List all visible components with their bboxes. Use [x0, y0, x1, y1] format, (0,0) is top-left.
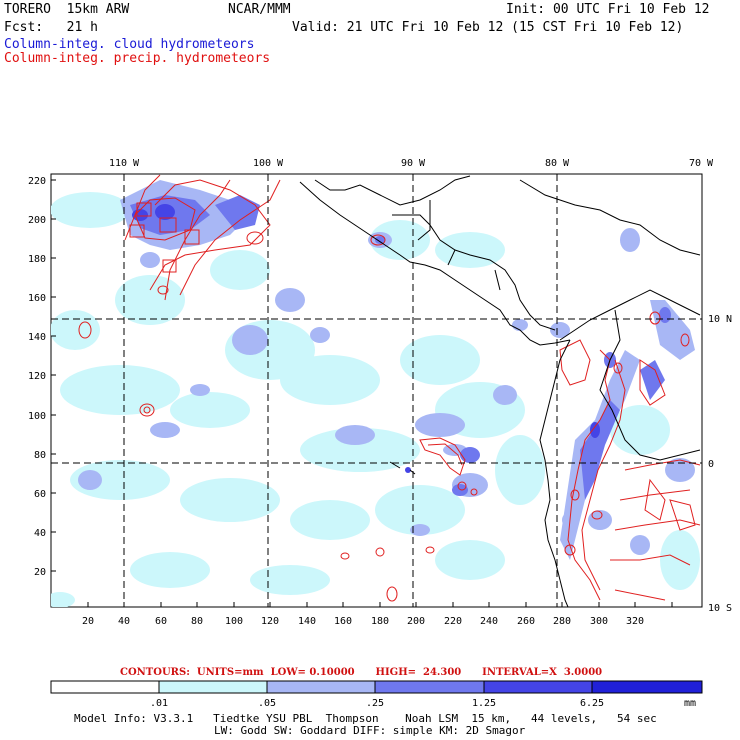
colorbar-label: 6.25 — [580, 698, 604, 709]
colorbar-unit: mm — [684, 698, 696, 709]
model-info-line1: Model Info: V3.3.1 Tiedtke YSU PBL Thomp… — [74, 712, 657, 725]
x-tick-label: 80 — [191, 616, 203, 627]
lon-label-100w: 100 W — [253, 158, 284, 169]
field-cloud-label: Column-integ. cloud hydrometeors — [4, 37, 255, 52]
y-tick-label: 180 — [28, 254, 46, 265]
x-tick-label: 160 — [334, 616, 352, 627]
contour-info: CONTOURS: UNITS=mm LOW= 0.10000 HIGH= 24… — [120, 667, 603, 678]
y-tick-label: 200 — [28, 215, 46, 226]
lon-label-110w: 110 W — [109, 158, 140, 169]
lon-label-90w: 90 W — [401, 158, 426, 169]
model-title: TORERO 15km ARW — [4, 2, 130, 17]
x-tick-label: 220 — [444, 616, 462, 627]
tick-marks — [51, 179, 673, 607]
x-tick-label: 60 — [155, 616, 167, 627]
precip-contours — [78, 174, 701, 602]
lat-label-0: 0 — [708, 459, 714, 470]
x-tick-label: 200 — [407, 616, 425, 627]
graticule — [51, 174, 702, 607]
x-tick-label: 20 — [82, 616, 94, 627]
lon-label-80w: 80 W — [545, 158, 570, 169]
lat-label-10s: 10 S — [708, 603, 732, 614]
y-tick-label: 140 — [28, 332, 46, 343]
colorbar: .01 .05 .25 1.25 6.25 mm — [50, 680, 703, 709]
colorbar-swatch-0 — [50, 680, 160, 694]
x-tick-label: 300 — [590, 616, 608, 627]
lat-label-10n: 10 N — [708, 314, 732, 325]
x-tick-label: 260 — [517, 616, 535, 627]
x-tick-label: 120 — [261, 616, 279, 627]
y-tick-label: 220 — [28, 176, 46, 187]
y-tick-label: 100 — [28, 411, 46, 422]
lon-label-70w: 70 W — [689, 158, 714, 169]
x-tick-label: 100 — [225, 616, 243, 627]
x-tick-label: 180 — [371, 616, 389, 627]
y-tick-label: 40 — [34, 528, 46, 539]
x-tick-label: 140 — [298, 616, 316, 627]
colorbar-swatch-3 — [374, 680, 485, 694]
y-tick-label: 160 — [28, 293, 46, 304]
x-tick-labels: 20 40 60 80 100 120 140 160 180 200 220 … — [82, 616, 644, 627]
colorbar-swatch-2 — [266, 680, 376, 694]
organization-label: NCAR/MMM — [228, 2, 291, 17]
x-tick-label: 40 — [118, 616, 130, 627]
valid-time: Valid: 21 UTC Fri 10 Feb 12 (15 CST Fri … — [292, 20, 684, 35]
y-tick-label: 80 — [34, 450, 46, 461]
init-time: Init: 00 UTC Fri 10 Feb 12 — [506, 2, 710, 17]
colorbar-swatch-1 — [158, 680, 268, 694]
colorbar-label: .25 — [366, 698, 384, 709]
x-tick-label: 320 — [626, 616, 644, 627]
y-tick-label: 120 — [28, 371, 46, 382]
colorbar-label: .01 — [150, 698, 168, 709]
field-precip-label: Column-integ. precip. hydrometeors — [4, 51, 271, 66]
colorbar-label: 1.25 — [472, 698, 496, 709]
y-tick-label: 60 — [34, 489, 46, 500]
y-tick-label: 20 — [34, 567, 46, 578]
forecast-hour: Fcst: 21 h — [4, 20, 98, 35]
x-tick-label: 240 — [480, 616, 498, 627]
model-info-line2: LW: Godd SW: Goddard DIFF: simple KM: 2D… — [214, 724, 526, 737]
y-tick-labels: 220 200 180 160 140 120 100 80 60 40 20 — [28, 176, 46, 578]
colorbar-swatch-5 — [591, 680, 703, 694]
colorbar-swatch-4 — [483, 680, 593, 694]
x-tick-label: 280 — [553, 616, 571, 627]
colorbar-label: .05 — [258, 698, 276, 709]
